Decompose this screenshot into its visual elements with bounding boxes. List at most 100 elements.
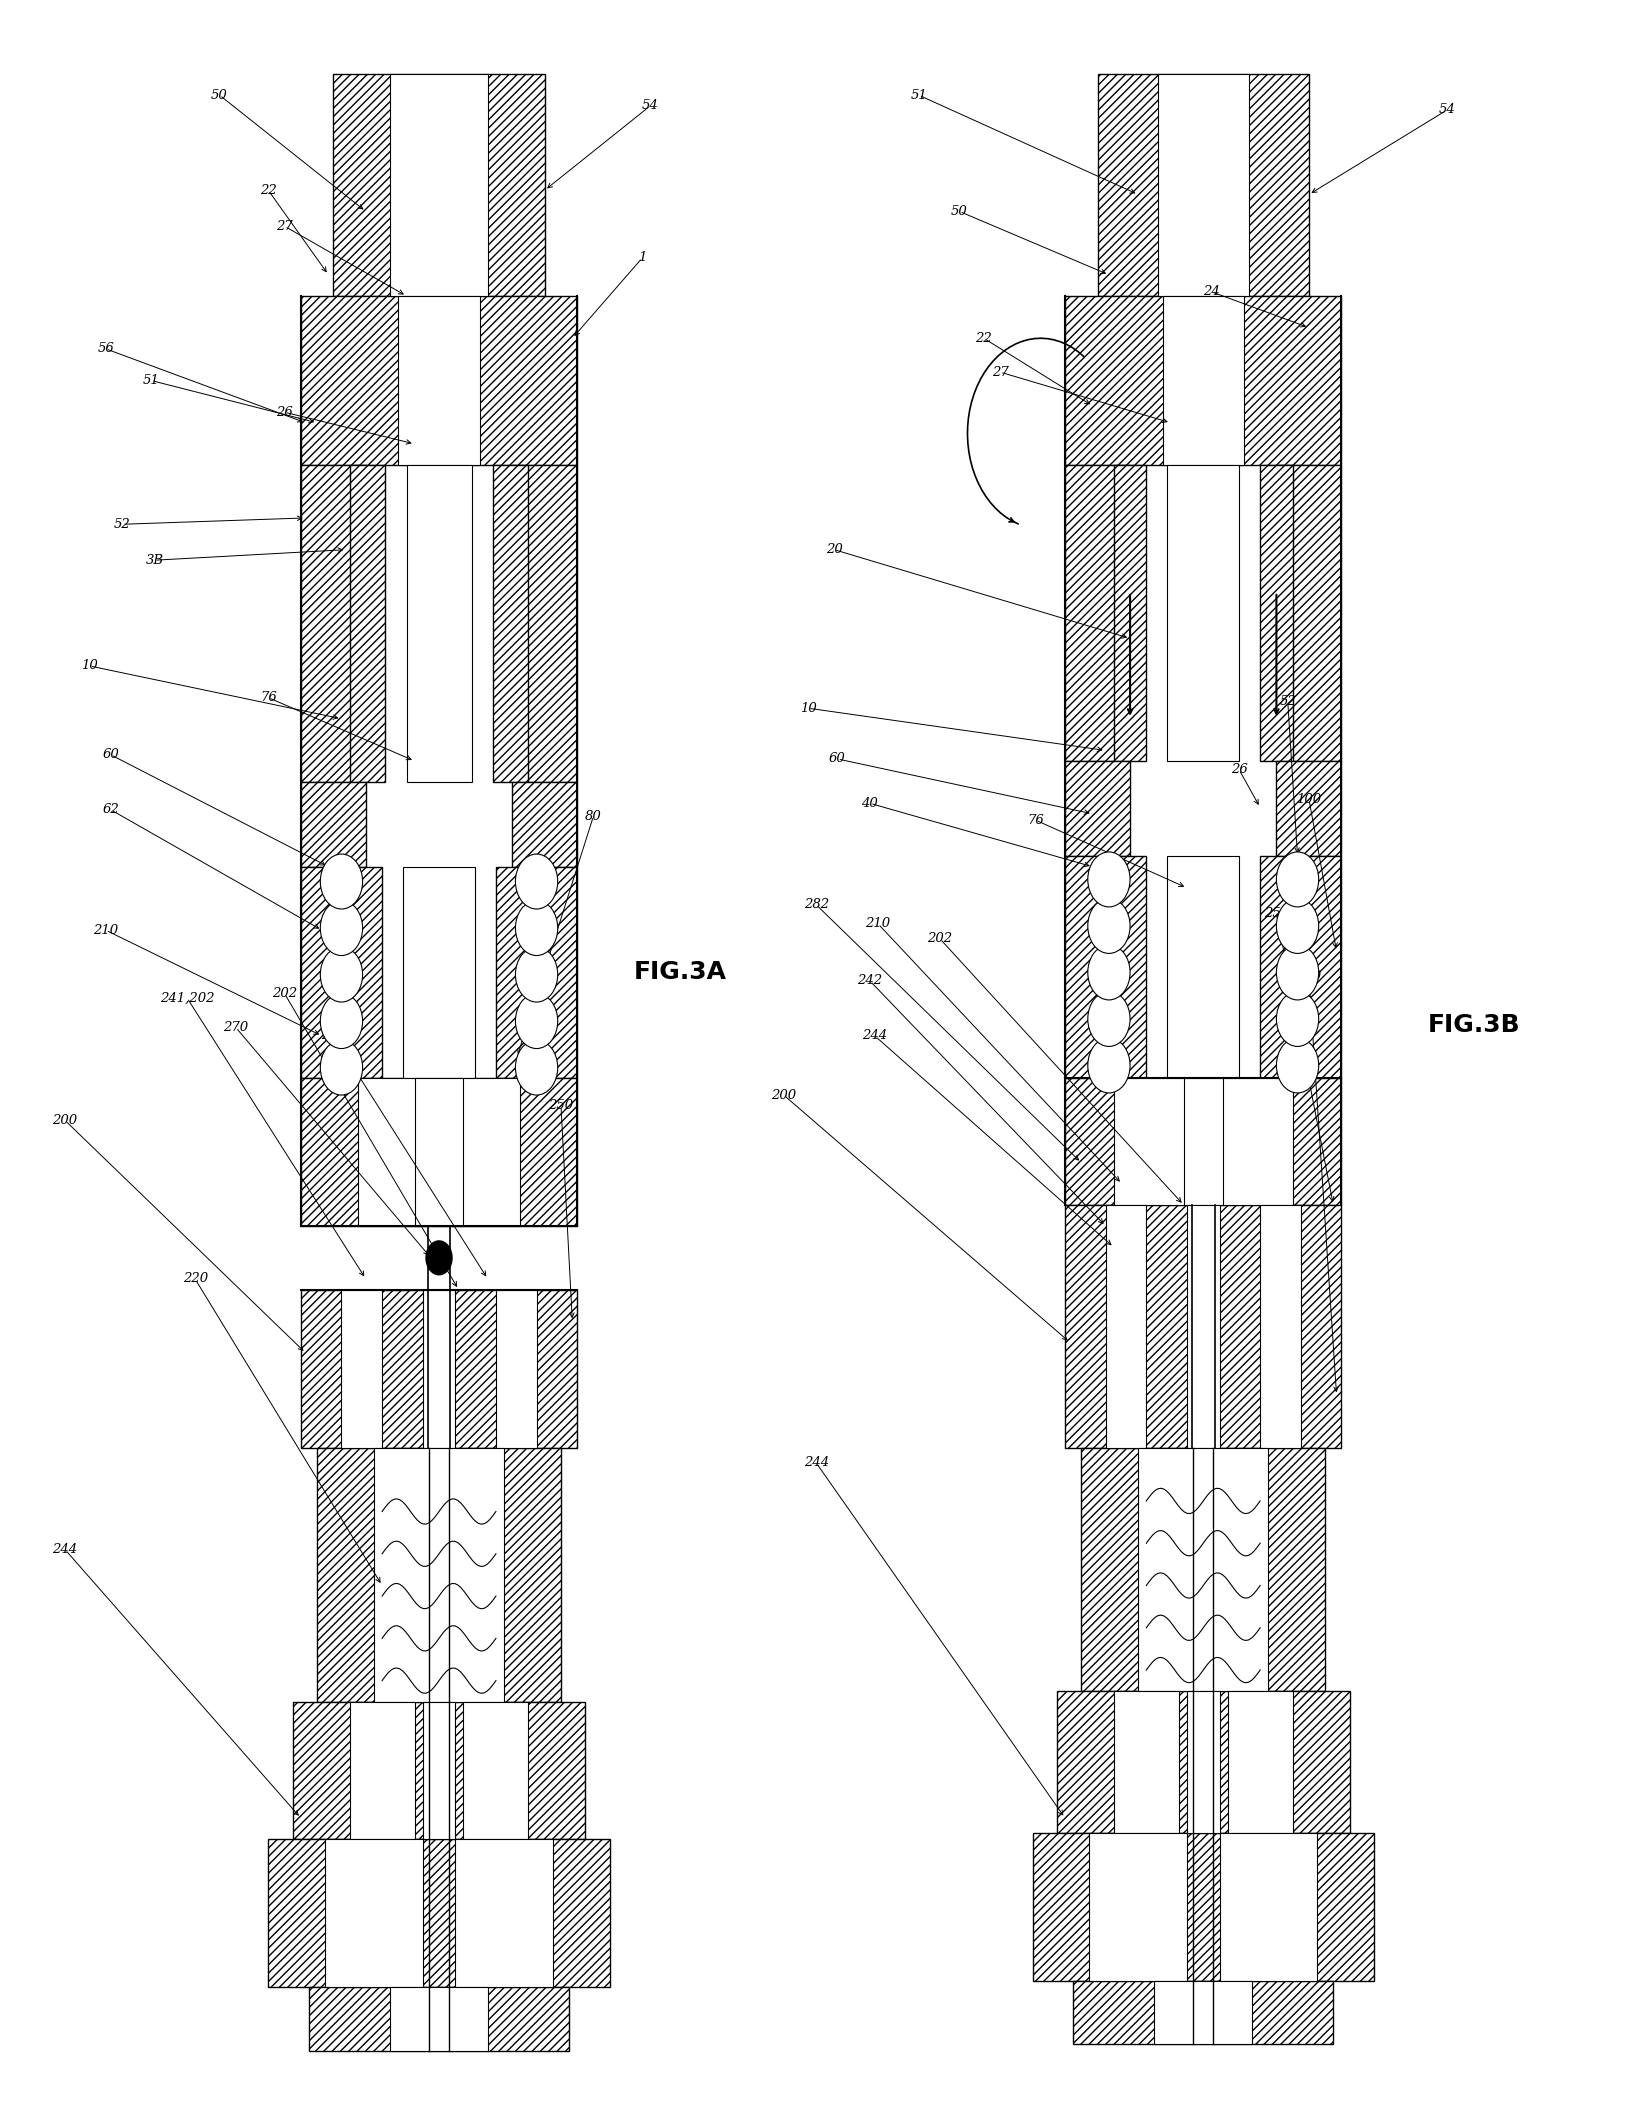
- Text: 52: 52: [114, 518, 130, 531]
- Text: 26: 26: [276, 406, 293, 419]
- Bar: [1276, 761, 1341, 856]
- Bar: [374, 1448, 504, 1702]
- Bar: [301, 465, 366, 782]
- Circle shape: [320, 947, 363, 1002]
- Text: 250: 250: [548, 1099, 574, 1112]
- Bar: [1163, 296, 1244, 465]
- Text: 50: 50: [211, 89, 228, 101]
- Bar: [423, 1702, 455, 1839]
- Bar: [1187, 1691, 1220, 1833]
- Bar: [317, 1448, 561, 1702]
- Bar: [455, 1839, 553, 1987]
- Text: 24: 24: [1203, 285, 1220, 298]
- Bar: [350, 1702, 415, 1839]
- Text: 51: 51: [911, 89, 927, 101]
- Circle shape: [1088, 945, 1130, 1000]
- Bar: [406, 465, 472, 782]
- Bar: [390, 1987, 488, 2051]
- Bar: [293, 1702, 585, 1839]
- Bar: [403, 867, 475, 1078]
- Circle shape: [1088, 991, 1130, 1046]
- Bar: [1098, 74, 1309, 296]
- Circle shape: [320, 901, 363, 956]
- Circle shape: [515, 1040, 558, 1095]
- Circle shape: [320, 994, 363, 1049]
- Bar: [301, 1290, 577, 1448]
- Bar: [493, 465, 528, 782]
- Circle shape: [1276, 898, 1319, 953]
- Bar: [1073, 1981, 1333, 2044]
- Circle shape: [320, 854, 363, 909]
- Text: 202: 202: [927, 932, 953, 945]
- Circle shape: [426, 1241, 452, 1275]
- Bar: [1114, 465, 1146, 761]
- Text: 26: 26: [1231, 763, 1247, 776]
- Bar: [301, 782, 366, 867]
- Bar: [1106, 1205, 1146, 1448]
- Bar: [1154, 1981, 1252, 2044]
- Bar: [1276, 465, 1341, 761]
- Circle shape: [1276, 852, 1319, 907]
- Bar: [301, 867, 382, 1078]
- Bar: [325, 1839, 423, 1987]
- Bar: [309, 1987, 569, 2051]
- Circle shape: [320, 1040, 363, 1095]
- Bar: [1065, 761, 1130, 856]
- Text: 56: 56: [98, 342, 114, 355]
- Text: 60: 60: [102, 748, 119, 761]
- Text: 244: 244: [803, 1457, 829, 1469]
- Text: 246: 246: [320, 1030, 346, 1042]
- Circle shape: [1276, 991, 1319, 1046]
- Bar: [423, 1290, 455, 1448]
- Text: 22: 22: [976, 332, 992, 345]
- Text: 40: 40: [862, 797, 878, 810]
- Bar: [268, 1839, 610, 1987]
- Circle shape: [515, 854, 558, 909]
- Text: 76: 76: [260, 691, 276, 704]
- Text: 27: 27: [992, 366, 1008, 378]
- Text: 270: 270: [223, 1021, 249, 1034]
- Text: 54: 54: [642, 99, 659, 112]
- Bar: [1158, 74, 1249, 296]
- Text: 1: 1: [637, 252, 647, 264]
- Text: 220: 220: [182, 1273, 208, 1285]
- Bar: [1081, 1448, 1325, 1691]
- Bar: [390, 74, 488, 296]
- Text: 200: 200: [771, 1089, 797, 1101]
- Bar: [301, 296, 577, 465]
- Text: 60: 60: [829, 753, 846, 765]
- Bar: [1065, 856, 1146, 1078]
- Text: 52: 52: [1280, 696, 1296, 708]
- Text: 22: 22: [260, 184, 276, 197]
- Text: 100: 100: [1296, 793, 1322, 805]
- Text: 220: 220: [1296, 970, 1322, 983]
- Text: 10: 10: [800, 702, 816, 715]
- Bar: [1167, 856, 1239, 1078]
- Bar: [1184, 1078, 1223, 1205]
- Bar: [1114, 1078, 1293, 1205]
- Bar: [1065, 1205, 1341, 1448]
- Circle shape: [515, 901, 558, 956]
- Circle shape: [1088, 1038, 1130, 1093]
- Text: 200: 200: [52, 1114, 78, 1127]
- Bar: [398, 296, 480, 465]
- Bar: [1260, 856, 1341, 1078]
- Text: 80: 80: [585, 810, 602, 822]
- Bar: [1260, 1205, 1301, 1448]
- Text: 282: 282: [803, 898, 829, 911]
- Text: 27: 27: [276, 220, 293, 233]
- Bar: [350, 465, 385, 782]
- Circle shape: [1088, 898, 1130, 953]
- Circle shape: [1276, 945, 1319, 1000]
- Bar: [1065, 296, 1341, 465]
- Text: 202: 202: [272, 987, 298, 1000]
- Bar: [1114, 1691, 1179, 1833]
- Bar: [463, 1702, 528, 1839]
- Bar: [358, 1078, 520, 1226]
- Text: 20: 20: [826, 543, 842, 556]
- Bar: [1167, 465, 1239, 761]
- Text: 10: 10: [81, 660, 98, 672]
- Text: 54: 54: [1439, 104, 1455, 116]
- Bar: [1033, 1833, 1374, 1981]
- Bar: [1089, 1833, 1187, 1981]
